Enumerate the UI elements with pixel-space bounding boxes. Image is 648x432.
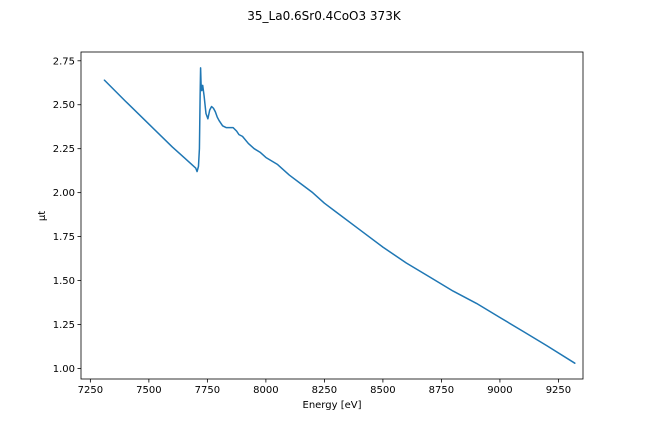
x-tick-label: 8250 xyxy=(312,385,337,396)
x-tick-label: 9000 xyxy=(487,385,512,396)
x-tick-label: 8500 xyxy=(370,385,395,396)
x-tick-label: 7500 xyxy=(136,385,161,396)
chart-title: 35_La0.6Sr0.4CoO3 373K xyxy=(247,9,401,23)
x-axis-label: Energy [eV] xyxy=(303,400,362,411)
x-tick-label: 8750 xyxy=(429,385,454,396)
y-tick-label: 1.25 xyxy=(53,320,75,331)
y-tick-label: 2.50 xyxy=(53,100,75,111)
y-tick-label: 1.00 xyxy=(53,364,75,375)
y-tick-label: 1.75 xyxy=(53,232,75,243)
x-tick-label: 7250 xyxy=(78,385,103,396)
series-line xyxy=(103,67,576,364)
y-axis-label: μt xyxy=(37,211,48,221)
x-tick-label: 9250 xyxy=(546,385,571,396)
y-tick-label: 2.75 xyxy=(53,56,75,67)
plot-area-frame xyxy=(80,51,584,380)
y-tick-label: 2.00 xyxy=(53,188,75,199)
y-tick-label: 2.25 xyxy=(53,144,75,155)
x-tick-label: 8000 xyxy=(253,385,278,396)
y-tick-label: 1.50 xyxy=(53,276,75,287)
x-tick-label: 7750 xyxy=(195,385,220,396)
